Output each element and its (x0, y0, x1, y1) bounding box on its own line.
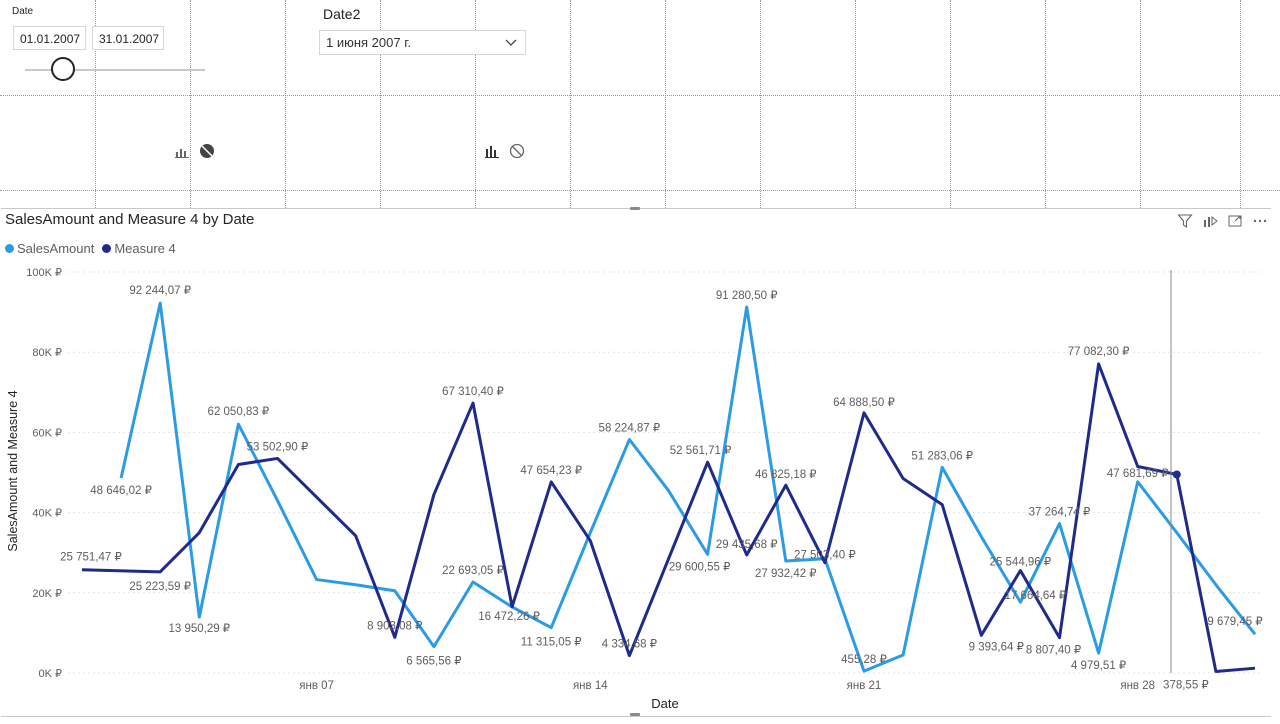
visual-interaction-none-icon[interactable] (199, 143, 215, 159)
date-slicer-title: Date (12, 6, 34, 17)
legend-label: Measure 4 (114, 241, 176, 256)
date-slider-track[interactable] (25, 69, 205, 71)
layout-grid-line (1045, 0, 1046, 208)
layout-grid-line (190, 0, 191, 208)
layout-grid-line (570, 0, 571, 208)
chart-title: SalesAmount and Measure 4 by Date (5, 211, 255, 228)
more-options-icon[interactable] (1252, 213, 1268, 229)
layout-grid-line (95, 0, 96, 208)
visual-header-icons (1177, 213, 1268, 229)
layout-grid-line (950, 0, 951, 208)
legend-label: SalesAmount (17, 241, 95, 256)
date-end-input[interactable]: 31.01.2007 (92, 26, 164, 50)
resize-handle[interactable] (630, 713, 640, 716)
focus-mode-icon[interactable] (1227, 213, 1243, 229)
layout-grid-line (665, 0, 666, 208)
layout-grid-line (285, 0, 286, 208)
filter-icon[interactable] (1177, 213, 1193, 229)
date2-selected-value: 1 июня 2007 г. (326, 35, 411, 50)
legend-item-sales[interactable]: SalesAmount (5, 241, 94, 256)
layout-grid-line (380, 0, 381, 208)
layout-grid-line (855, 0, 856, 208)
chevron-down-icon (503, 31, 519, 61)
date-slider-handle[interactable] (50, 57, 75, 81)
chart-legend: SalesAmount Measure 4 (5, 241, 176, 256)
visual-interaction-filter-icon[interactable] (174, 143, 190, 159)
legend-item-measure4[interactable]: Measure 4 (102, 241, 176, 256)
layout-grid-line (760, 0, 761, 208)
legend-marker (102, 244, 112, 253)
visual-interaction-none-icon[interactable] (509, 143, 525, 159)
date2-dropdown[interactable]: 1 июня 2007 г. (319, 30, 526, 55)
drill-mode-icon[interactable] (1202, 213, 1218, 229)
layout-grid-line (1240, 0, 1241, 208)
legend-marker (5, 244, 14, 253)
layout-grid-line (0, 190, 1280, 191)
line-chart-visual[interactable] (1, 208, 1271, 717)
date2-slicer-title: Date2 (323, 6, 361, 22)
layout-grid-line (475, 0, 476, 208)
resize-handle[interactable] (630, 207, 640, 210)
layout-grid-line (1140, 0, 1141, 208)
visual-interaction-filter-icon[interactable] (484, 143, 500, 159)
date-start-input[interactable]: 01.01.2007 (13, 26, 86, 50)
layout-grid-line (0, 95, 1280, 96)
